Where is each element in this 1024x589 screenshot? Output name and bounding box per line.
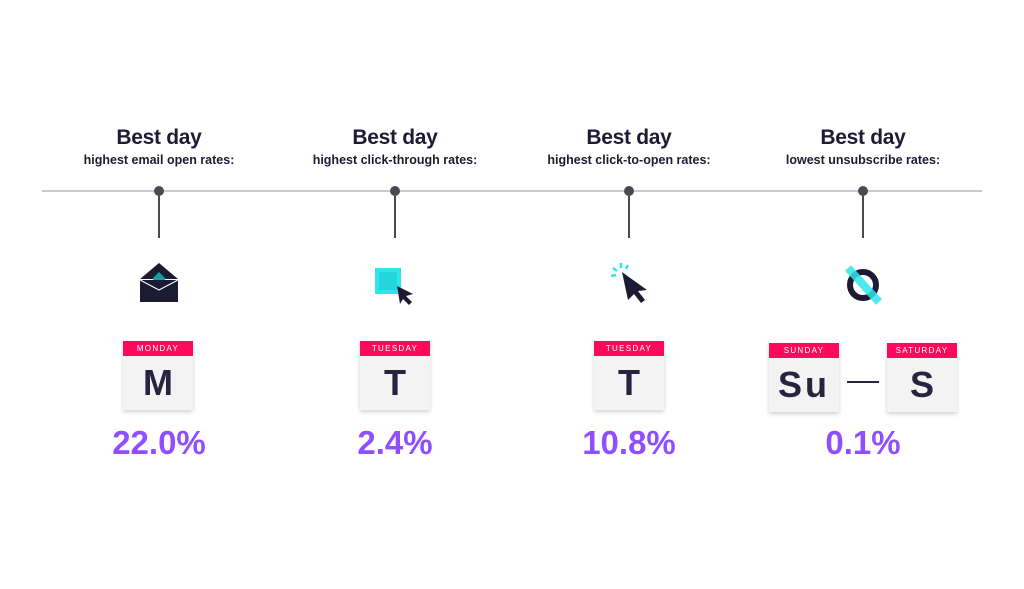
- calendar-monday: MONDAY M: [123, 341, 193, 410]
- column-title: Best day: [586, 126, 672, 149]
- column-open-rates: Best day highest email open rates: MONDA…: [39, 0, 279, 589]
- calendar-day-label: TUESDAY: [360, 341, 430, 356]
- calendar-tuesday: TUESDAY T: [594, 341, 664, 410]
- timeline-dot: [858, 186, 868, 196]
- column-click-to-open: Best day highest click-to-open rates: TU…: [509, 0, 749, 589]
- calendar-day-label: MONDAY: [123, 341, 193, 356]
- column-click-through: Best day highest click-through rates: TU…: [275, 0, 515, 589]
- timeline-stem: [628, 192, 630, 238]
- unsubscribe-circle-icon: [845, 265, 882, 305]
- timeline-line: [42, 190, 982, 192]
- column-subtitle: highest click-to-open rates:: [547, 153, 711, 167]
- calendar-tuesday: TUESDAY T: [360, 341, 430, 410]
- rate-value: 10.8%: [582, 424, 676, 461]
- column-title: Best day: [116, 126, 202, 149]
- timeline-dot: [390, 186, 400, 196]
- calendar-letter: M: [143, 362, 173, 403]
- column-subtitle: lowest unsubscribe rates:: [785, 153, 941, 167]
- rate-value: 0.1%: [825, 424, 901, 461]
- click-square-cursor-icon: [375, 268, 413, 305]
- calendar-letter: S: [909, 364, 934, 405]
- clicking-cursor-icon: [610, 263, 647, 303]
- timeline-dot: [154, 186, 164, 196]
- calendar-letter: Su: [777, 364, 830, 405]
- calendar-letter: T: [618, 362, 640, 403]
- calendar-sunday: SUNDAY Su: [769, 343, 839, 412]
- timeline-stem: [862, 192, 864, 238]
- timeline-stem: [394, 192, 396, 238]
- column-title: Best day: [352, 126, 438, 149]
- calendar-day-label: TUESDAY: [594, 341, 664, 356]
- column-subtitle: highest email open rates:: [83, 153, 235, 167]
- column-title: Best day: [820, 126, 906, 149]
- calendar-saturday: SATURDAY S: [887, 343, 957, 412]
- timeline-stem: [158, 192, 160, 238]
- calendar-letter: T: [384, 362, 406, 403]
- open-envelope-icon: [139, 263, 179, 302]
- timeline-dot: [624, 186, 634, 196]
- rate-value: 22.0%: [112, 424, 206, 461]
- column-subtitle: highest click-through rates:: [312, 153, 478, 167]
- column-unsubscribe: Best day lowest unsubscribe rates: SUNDA…: [743, 0, 983, 589]
- range-dash: [847, 381, 879, 383]
- rate-value: 2.4%: [357, 424, 433, 461]
- calendar-day-label: SATURDAY: [887, 343, 957, 358]
- calendar-day-label: SUNDAY: [769, 343, 839, 358]
